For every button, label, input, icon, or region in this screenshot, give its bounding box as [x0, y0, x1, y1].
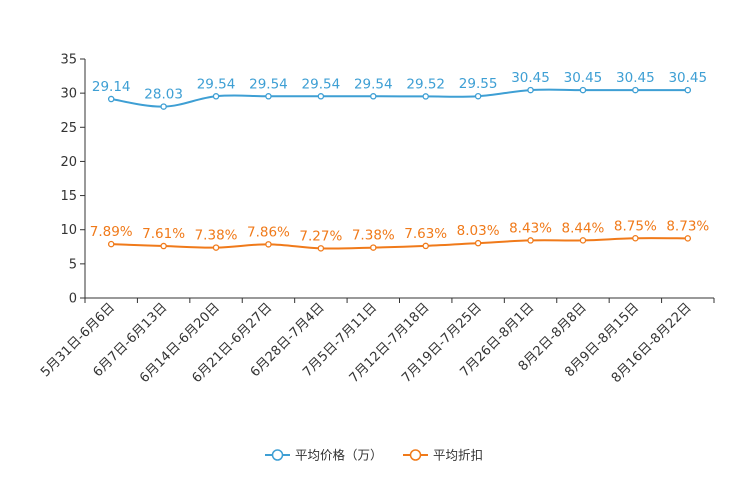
data-point	[212, 93, 220, 100]
series-layer: 29.14 28.03 29.54 29.54 29.54 29.54 29.52 29.55…	[90, 70, 709, 252]
legend-item-2: 平均折扣	[403, 448, 483, 463]
y-tick-label: 10	[60, 223, 77, 238]
data-point	[422, 93, 429, 100]
data-label: 30.45	[616, 70, 655, 86]
data-label: 29.54	[249, 76, 288, 92]
data-label: 29.54	[302, 76, 341, 92]
data-label: 28.03	[144, 87, 183, 103]
data-point	[107, 95, 115, 103]
data-point	[160, 242, 167, 250]
legend-label: 平均折扣	[433, 448, 483, 463]
legend-item-1: 平均价格（万）	[265, 448, 383, 463]
data-label: 7.38%	[352, 228, 395, 244]
data-label: 29.54	[354, 76, 393, 92]
data-point	[212, 244, 220, 251]
data-point	[370, 93, 377, 100]
data-point	[684, 235, 692, 242]
data-label: 29.54	[197, 76, 236, 92]
data-label: 8.44%	[562, 220, 605, 236]
y-tick-label: 35	[60, 53, 77, 68]
data-point	[474, 239, 482, 247]
data-point	[317, 93, 325, 100]
data-label: 8.73%	[666, 218, 709, 234]
series-2: 7.89% 7.61% 7.38% 7.86% 7.27% 7.38% 7.63% 8.03%…	[90, 218, 709, 252]
data-point	[160, 103, 167, 110]
data-point	[632, 234, 639, 242]
data-label: 7.89%	[90, 224, 133, 240]
data-label: 8.75%	[614, 218, 657, 234]
data-label: 29.55	[459, 76, 498, 92]
data-point	[265, 93, 272, 100]
series-line	[111, 88, 688, 108]
data-label: 8.43%	[509, 220, 552, 236]
data-label: 7.63%	[404, 226, 447, 242]
y-tick-label: 20	[60, 155, 77, 170]
data-label: 29.52	[406, 76, 445, 92]
data-label: 30.45	[564, 70, 603, 86]
y-tick-label: 25	[60, 121, 77, 136]
data-point	[474, 92, 482, 100]
data-label: 30.45	[668, 70, 707, 86]
data-point	[527, 237, 534, 244]
series-1: 29.14 28.03 29.54 29.54 29.54 29.54 29.52 29.55…	[92, 70, 707, 110]
axes: 051015202530355月31日-6月6日6月7日-6月13日6月14日-…	[38, 53, 715, 386]
data-point	[579, 86, 587, 94]
y-tick-label: 5	[69, 257, 77, 272]
legend: 平均价格（万） 平均折扣	[265, 448, 483, 463]
data-label: 7.86%	[247, 224, 290, 240]
y-tick-label: 30	[60, 87, 77, 102]
y-tick-label: 15	[60, 189, 77, 204]
data-point	[422, 242, 429, 250]
series-line	[111, 237, 688, 250]
data-point	[632, 86, 639, 94]
legend-label: 平均价格（万）	[295, 448, 383, 463]
data-label: 7.27%	[299, 228, 342, 244]
y-tick-label: 0	[69, 292, 77, 307]
data-label: 29.14	[92, 79, 131, 95]
data-point	[684, 86, 692, 94]
legend-marker-icon	[409, 449, 422, 461]
data-point	[265, 241, 272, 248]
legend-marker-icon	[271, 449, 284, 461]
data-point	[107, 240, 115, 248]
data-label: 30.45	[511, 70, 550, 86]
data-label: 8.03%	[457, 223, 500, 239]
data-point	[527, 86, 534, 94]
data-point	[370, 244, 377, 251]
data-label: 7.38%	[195, 228, 238, 244]
data-label: 7.61%	[142, 226, 185, 242]
data-point	[317, 245, 325, 252]
data-point	[579, 237, 587, 244]
